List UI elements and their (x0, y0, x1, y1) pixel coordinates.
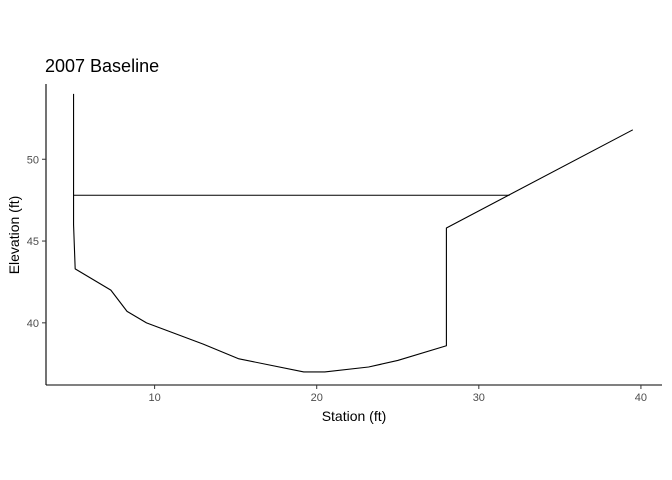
y-axis-label: Elevation (ft) (6, 196, 22, 275)
x-axis-ticks: 10 20 30 40 (148, 385, 647, 404)
x-tick-label: 30 (473, 392, 485, 404)
cross-section-line (73, 93, 634, 373)
x-tick-label: 40 (635, 392, 647, 404)
y-tick-label: 40 (27, 318, 39, 330)
chart-title: 2007 Baseline (45, 56, 159, 76)
y-tick-label: 50 (27, 154, 39, 166)
x-axis-label: Station (ft) (322, 408, 387, 424)
y-axis-ticks: 40 45 50 (27, 154, 46, 330)
plot-area (73, 93, 634, 373)
x-tick-label: 20 (311, 392, 323, 404)
x-tick-label: 10 (148, 392, 160, 404)
y-tick-label: 45 (27, 236, 39, 248)
